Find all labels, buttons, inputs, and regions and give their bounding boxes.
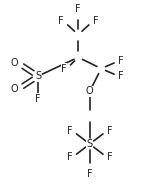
Text: F: F: [67, 152, 72, 162]
Text: F: F: [118, 56, 124, 66]
Text: F: F: [118, 71, 124, 81]
Text: F: F: [67, 126, 72, 136]
Text: F: F: [107, 152, 113, 162]
Text: F: F: [35, 94, 41, 104]
Text: O: O: [10, 84, 18, 94]
Text: S: S: [35, 71, 41, 81]
Text: F: F: [58, 17, 64, 26]
Text: F: F: [75, 4, 81, 14]
Text: F: F: [87, 169, 93, 179]
Text: S: S: [87, 139, 93, 149]
Text: O: O: [10, 58, 18, 68]
Text: F: F: [107, 126, 113, 136]
Text: O: O: [86, 86, 94, 96]
Text: F: F: [93, 17, 98, 26]
Text: F: F: [61, 64, 67, 74]
